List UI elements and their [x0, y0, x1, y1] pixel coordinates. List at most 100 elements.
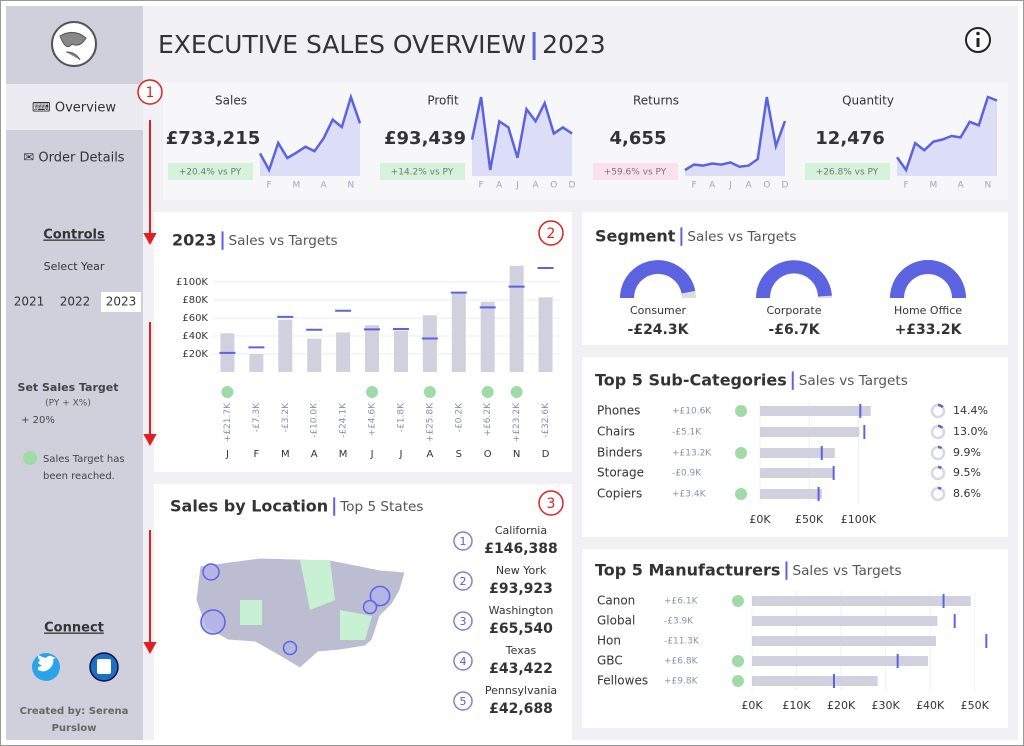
bar [393, 330, 408, 372]
kpi-name: Sales [215, 94, 247, 108]
nav-item[interactable]: ⌨ Overview [32, 101, 116, 116]
kpi-change: +20.4% vs PY [179, 168, 242, 178]
monthly-card [154, 212, 572, 472]
kpi-month: A [533, 181, 540, 191]
kpi-month: F [903, 181, 908, 191]
card-title: Segment [595, 227, 676, 246]
kpi-month: O [763, 181, 770, 191]
kpi-month: M [929, 181, 937, 191]
target-reached-dot [221, 386, 234, 398]
diff-label: -£0.9K [672, 469, 702, 479]
state-bubble [200, 609, 226, 635]
bar [752, 656, 928, 666]
kpi-month: A [958, 181, 965, 191]
state-value: £93,923 [489, 581, 553, 597]
share-arc [937, 465, 943, 470]
x-tick-label: F [253, 449, 259, 460]
kpi-chip [805, 163, 890, 180]
rank-number: 5 [460, 695, 467, 708]
target-reached-dot [423, 386, 436, 398]
year-option[interactable]: 2022 [60, 295, 91, 309]
state-bubble [282, 640, 298, 656]
x-tick-label: £30K [872, 699, 901, 712]
x-tick-label: £0K [741, 699, 763, 712]
bar [336, 332, 351, 372]
nav-item[interactable]: ✉ Order Details [23, 151, 124, 166]
state-value: £43,422 [489, 661, 553, 677]
card-title: Top 5 Sub-Categories [595, 371, 787, 390]
legend-text: been reached. [43, 471, 115, 482]
bar [307, 338, 322, 372]
diff-label: -£11.3K [664, 637, 700, 647]
diff-label: +£9.8K [664, 677, 699, 687]
segment-name: Corporate [767, 304, 822, 317]
rank-number: 1 [460, 535, 467, 548]
credit: Created by: Serena [20, 706, 129, 717]
kpi-sparkline [895, 95, 998, 173]
x-tick-label: J [225, 449, 229, 460]
x-tick-label: N [513, 449, 520, 460]
diff-label: +£6.2K [483, 402, 493, 437]
state-name: Pennsylvania [485, 684, 557, 697]
kpi-card [163, 82, 1008, 200]
diff-label: -£0.2K [454, 402, 464, 432]
bar [752, 636, 936, 646]
rank-badge [453, 651, 473, 671]
kpi-month: N [985, 181, 992, 191]
kpi-name: Returns [633, 94, 679, 108]
kpi-name: Quantity [842, 94, 894, 108]
card-title: Top 5 Manufacturers [595, 561, 780, 580]
x-tick-label: £100K [841, 513, 877, 526]
bar [752, 676, 878, 686]
row-name: Fellowes [597, 674, 648, 688]
share-label: 8.6% [953, 487, 981, 500]
target-reached-dot [481, 386, 494, 398]
card-subtitle: Sales vs Targets [799, 373, 908, 389]
segment-name: Consumer [630, 304, 687, 317]
arrow-head [143, 434, 157, 447]
x-tick-label: O [484, 449, 492, 460]
share-label: 13.0% [953, 425, 988, 438]
rank-number: 4 [460, 655, 467, 668]
y-tick-label: £60K [182, 313, 208, 324]
logo-globe [59, 32, 87, 61]
kpi-change: +26.8% vs PY [816, 168, 879, 178]
kpi-sparkline [258, 92, 362, 174]
section-title: Controls [43, 228, 105, 243]
linkedin-glyph [97, 659, 111, 674]
bar [480, 301, 495, 372]
state-bubble [369, 585, 391, 607]
kpi-value: 4,655 [610, 128, 667, 149]
kpi-change: +59.6% vs PY [604, 168, 667, 178]
year-option[interactable]: 2021 [14, 295, 45, 309]
info-glyph [976, 38, 980, 47]
rank-number: 3 [460, 615, 467, 628]
y-tick-label: £40K [182, 331, 208, 342]
card-subtitle: Sales vs Targets [687, 229, 796, 245]
segment-diff: +£33.2K [895, 322, 963, 338]
state-bubble [362, 599, 378, 615]
x-tick-label: M [281, 449, 290, 460]
bar [760, 448, 835, 458]
kpi-month: J [728, 181, 732, 191]
kpi-month: F [266, 181, 271, 191]
kpi-month: A [321, 181, 328, 191]
state-name: California [495, 524, 547, 537]
annotation-number: 1 [146, 85, 155, 101]
card-subtitle: Sales vs Targets [792, 563, 901, 579]
kpi-change: +14.2% vs PY [391, 168, 454, 178]
kpi-sparkline [470, 96, 573, 171]
row-name: Phones [597, 404, 640, 418]
year-option[interactable]: 2023 [106, 295, 137, 309]
rank-badge [453, 691, 473, 711]
gauge-fill [620, 260, 696, 298]
bar [451, 292, 466, 372]
share-arc [937, 445, 943, 450]
diff-label: +£6.8K [664, 657, 699, 667]
kpi-chip [168, 163, 253, 180]
year-selected[interactable] [101, 292, 141, 312]
us-map [195, 557, 406, 669]
annotation-badge [137, 79, 163, 105]
bar [760, 468, 833, 478]
